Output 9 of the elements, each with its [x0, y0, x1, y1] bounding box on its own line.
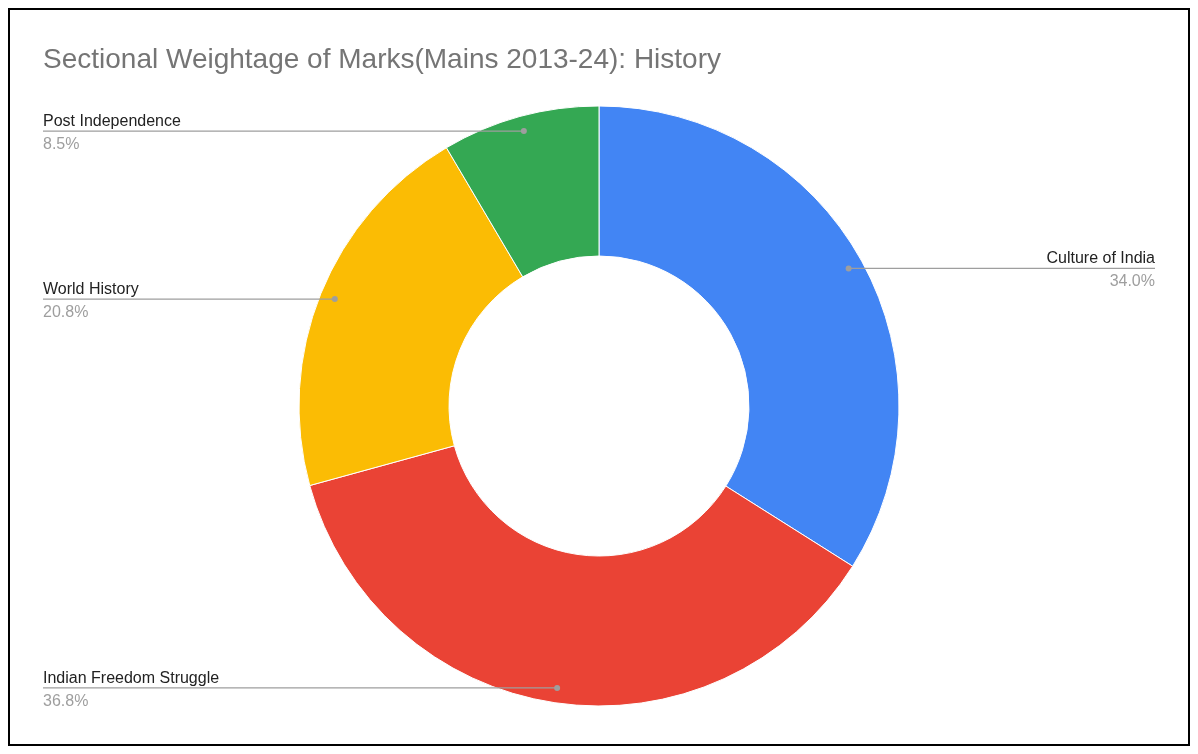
- slice-label: World History: [43, 280, 139, 298]
- slice-label: Indian Freedom Struggle: [43, 668, 220, 686]
- data-label: 34.0%: [1109, 272, 1155, 290]
- slice-label: Post Independence: [43, 112, 181, 130]
- slice-label: Culture of India: [1046, 249, 1156, 267]
- data-label: 36.8%: [43, 691, 89, 709]
- chart-title: Sectional Weightage of Marks(Mains 2013-24): History: [43, 43, 722, 74]
- data-label: 8.5%: [43, 135, 80, 153]
- data-label: 20.8%: [43, 303, 89, 321]
